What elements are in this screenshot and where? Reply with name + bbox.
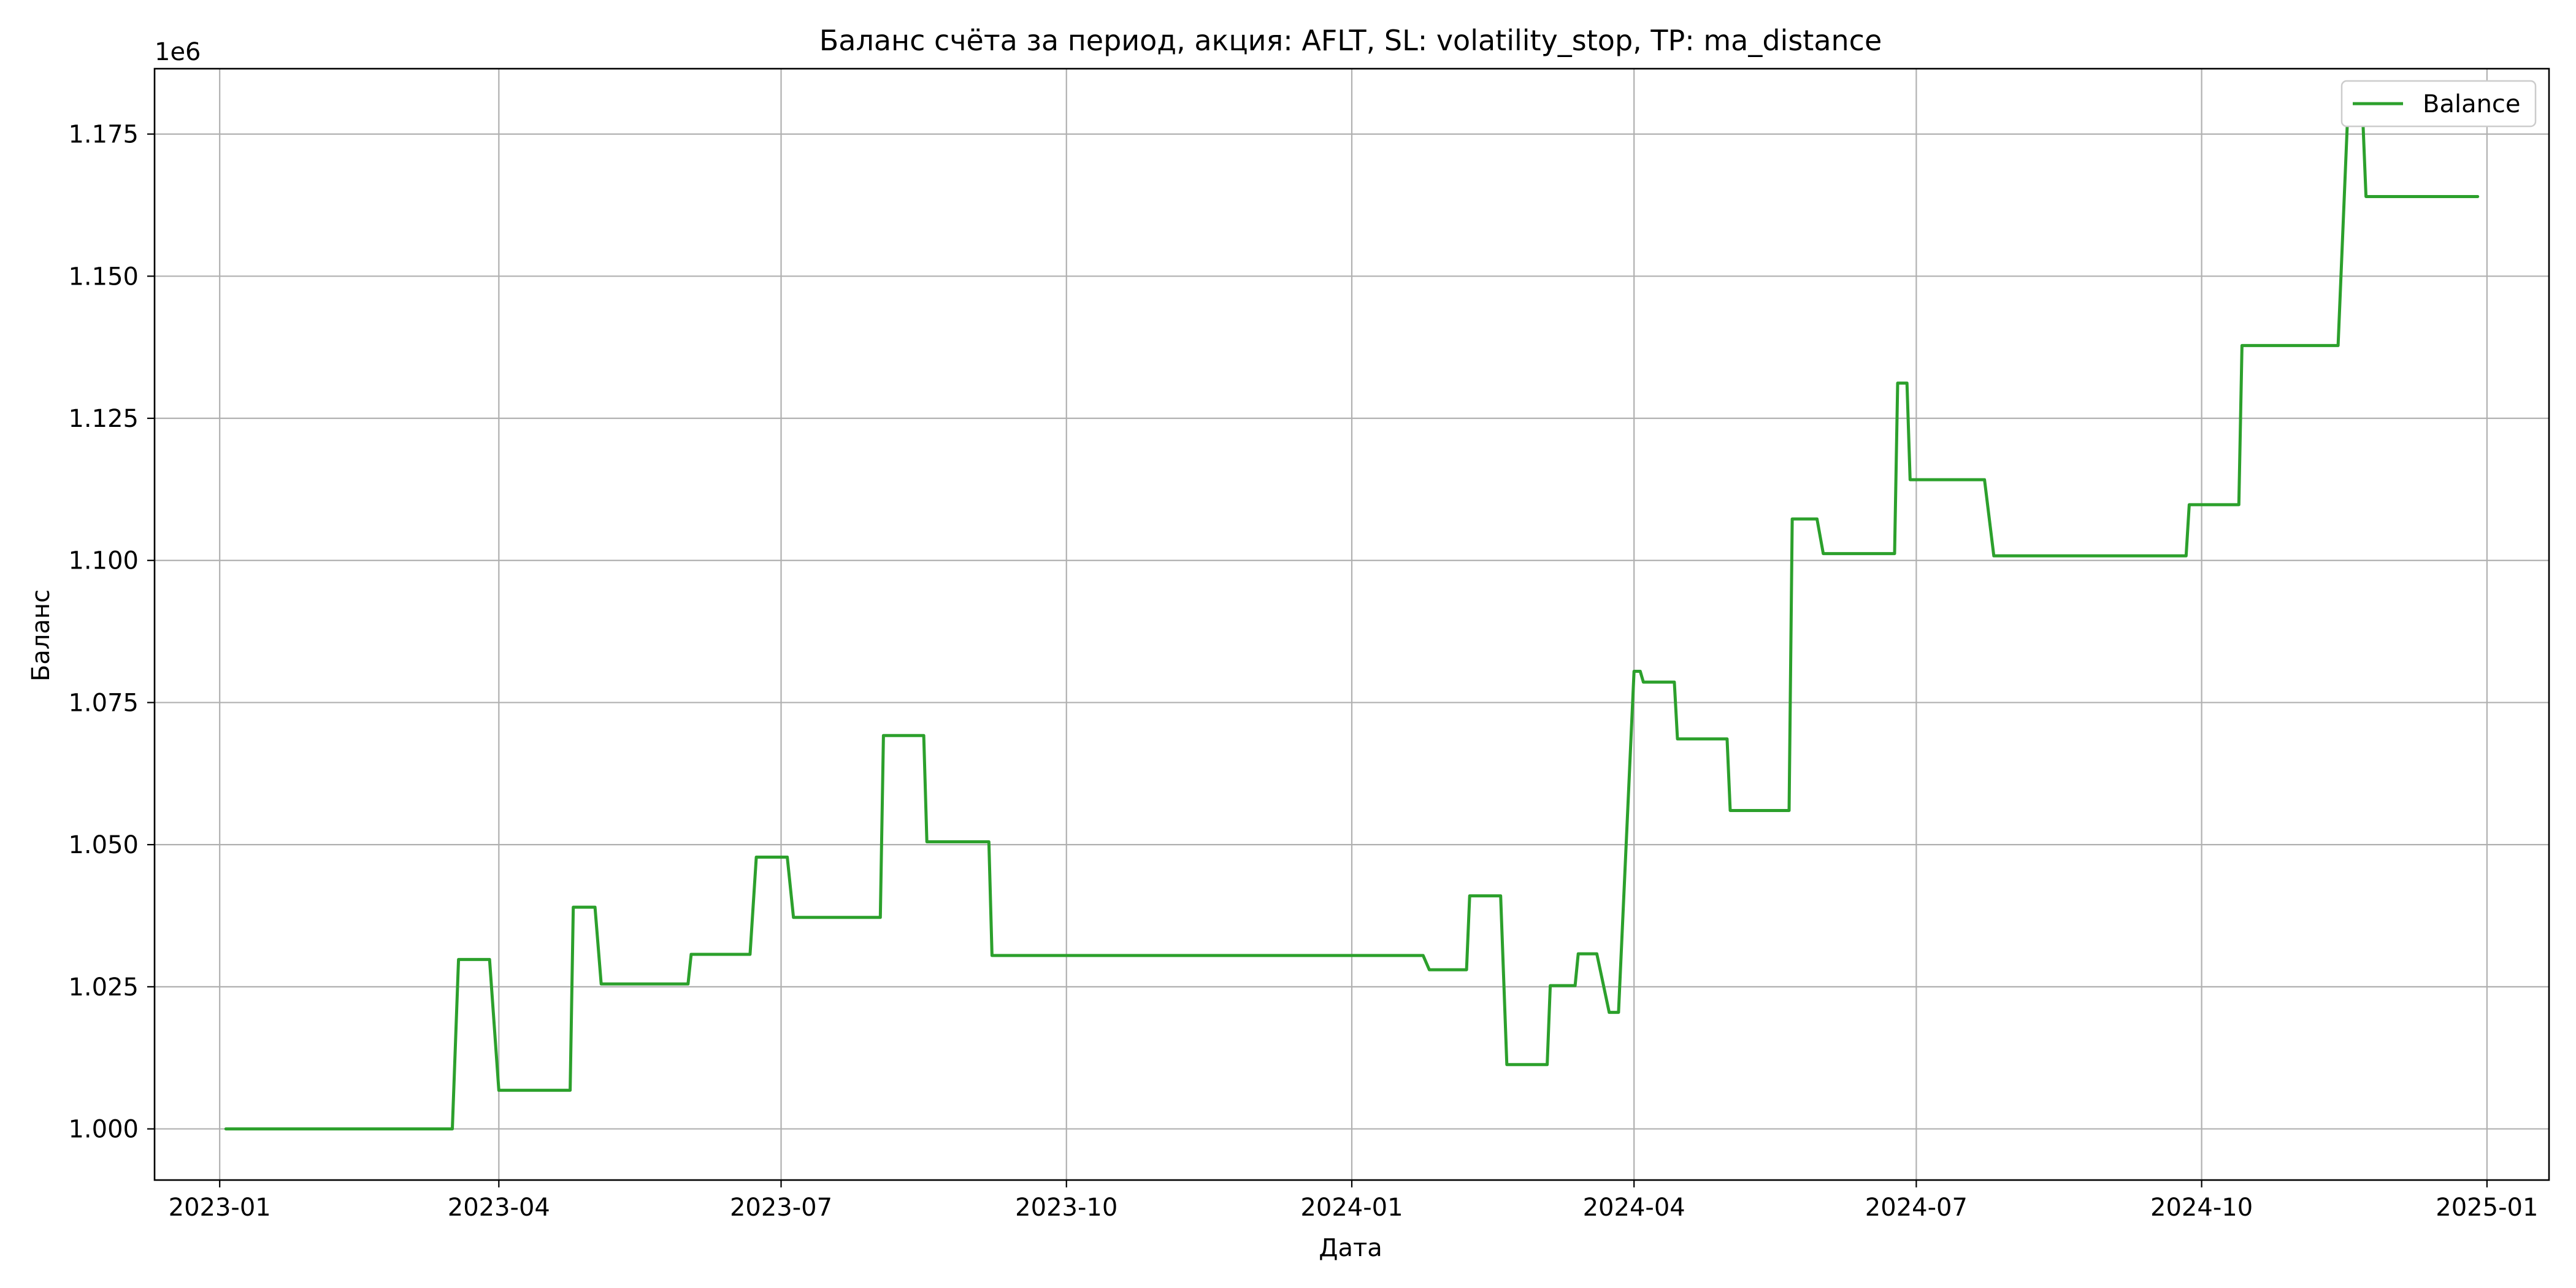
x-tick-label: 2023-01 [169, 1194, 271, 1222]
y-tick-label: 1.025 [68, 973, 139, 1002]
y-tick-label: 1.175 [68, 121, 139, 149]
x-tick-label: 2024-01 [1300, 1194, 1403, 1222]
x-tick-label: 2024-04 [1583, 1194, 1685, 1222]
balance-line [224, 120, 2480, 1131]
y-tick-label: 1.050 [68, 831, 139, 859]
y-axis-ticks: 1.000 1.025 1.050 1.075 1.100 1.125 1.150 1.175 [68, 121, 155, 1144]
legend-balance-label: Balance [2423, 90, 2521, 118]
x-axis-ticks: 2023-01 2023-04 2023-07 2023-10 2024-01 2024-… [169, 1180, 2538, 1222]
chart-title: Баланс счёта за период, акция: AFLT, SL:… [819, 24, 1882, 57]
y-tick-label: 1.000 [68, 1116, 139, 1144]
y-axis-label: Баланс [27, 589, 55, 681]
y-tick-label: 1.150 [68, 263, 139, 291]
x-tick-label: 2023-10 [1015, 1194, 1117, 1222]
x-tick-label: 2024-07 [1865, 1194, 1968, 1222]
series-layer [224, 120, 2480, 1131]
y-tick-label: 1.100 [68, 547, 139, 575]
x-tick-label: 2023-04 [448, 1194, 550, 1222]
legend-box [2340, 80, 2537, 128]
y-axis-offset-label: 1e6 [155, 38, 201, 66]
x-axis-label: Дата [1319, 1234, 1382, 1262]
x-tick-label: 2025-01 [2436, 1194, 2538, 1222]
grid [155, 69, 2549, 1180]
x-tick-label: 2024-10 [2150, 1194, 2253, 1222]
x-tick-label: 2023-07 [730, 1194, 832, 1222]
y-tick-label: 1.125 [68, 405, 139, 433]
y-tick-label: 1.075 [68, 689, 139, 717]
legend: Balance [2340, 80, 2537, 128]
